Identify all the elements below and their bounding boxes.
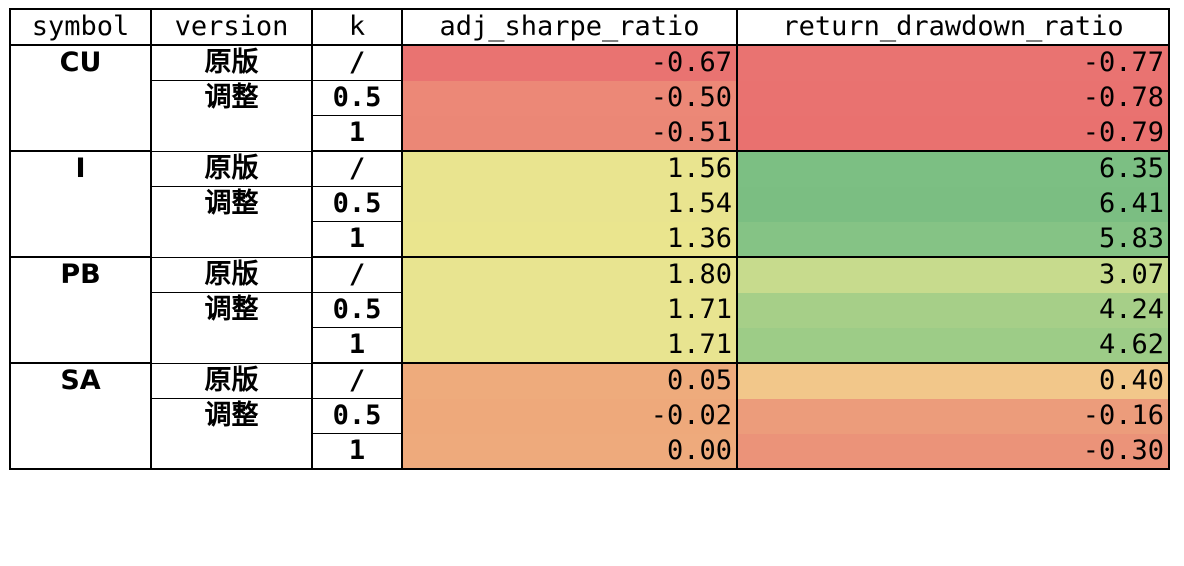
k-cell: / bbox=[311, 362, 403, 399]
version-cell: 原版 bbox=[150, 256, 313, 293]
k-cell: 0.5 bbox=[311, 292, 403, 328]
k-cell: 1 bbox=[311, 327, 403, 364]
header-row: symbol version k adj_sharpe_ratio return… bbox=[9, 8, 1170, 46]
k-cell: / bbox=[311, 256, 403, 293]
adj-sharpe-ratio-cell: -0.02 bbox=[401, 398, 738, 434]
return-drawdown-ratio-cell: 3.07 bbox=[736, 256, 1170, 293]
k-cell: 0.5 bbox=[311, 80, 403, 116]
version-cell bbox=[150, 221, 313, 257]
adj-sharpe-ratio-cell: 1.80 bbox=[401, 256, 738, 293]
return-drawdown-ratio-cell: 5.83 bbox=[736, 221, 1170, 257]
version-cell: 调整 bbox=[150, 80, 313, 116]
header-return-drawdown-ratio: return_drawdown_ratio bbox=[736, 8, 1170, 46]
symbol-cell: I bbox=[9, 150, 152, 187]
k-cell: / bbox=[311, 44, 403, 81]
table-row: 调整 0.5 -0.50 -0.78 bbox=[9, 80, 1170, 116]
adj-sharpe-ratio-cell: 1.71 bbox=[401, 292, 738, 328]
header-version: version bbox=[150, 8, 313, 46]
return-drawdown-ratio-cell: -0.30 bbox=[736, 433, 1170, 470]
table-body: CU 原版 / -0.67 -0.77 调整 0.5 -0.50 -0.78 1 -0.51 -0.7… bbox=[9, 44, 1170, 470]
table-row: CU 原版 / -0.67 -0.77 bbox=[9, 44, 1170, 81]
adj-sharpe-ratio-cell: -0.51 bbox=[401, 115, 738, 151]
table-row: I 原版/1.56 6.35 bbox=[9, 150, 1170, 187]
table-row: 1 1.71 4.62 bbox=[9, 327, 1170, 364]
table-row: 调整 0.5 1.54 6.41 bbox=[9, 186, 1170, 222]
header-k: k bbox=[311, 8, 403, 46]
version-cell: 调整 bbox=[150, 186, 313, 222]
adj-sharpe-ratio-cell: 1.56 bbox=[401, 150, 738, 187]
header-symbol: symbol bbox=[9, 8, 152, 46]
symbol-cell bbox=[9, 186, 152, 222]
symbol-cell bbox=[9, 433, 152, 470]
adj-sharpe-ratio-cell: 0.00 bbox=[401, 433, 738, 470]
return-drawdown-ratio-cell: 6.35 bbox=[736, 150, 1170, 187]
symbol-cell bbox=[9, 80, 152, 116]
version-cell: 原版 bbox=[150, 44, 313, 81]
adj-sharpe-ratio-cell: -0.67 bbox=[401, 44, 738, 81]
symbol-cell bbox=[9, 292, 152, 328]
k-cell: 0.5 bbox=[311, 398, 403, 434]
return-drawdown-ratio-cell: -0.78 bbox=[736, 80, 1170, 116]
return-drawdown-ratio-cell: -0.79 bbox=[736, 115, 1170, 151]
k-cell: 1 bbox=[311, 221, 403, 258]
k-cell: 1 bbox=[311, 433, 403, 470]
version-cell: 原版 bbox=[150, 362, 313, 399]
symbol-cell bbox=[9, 327, 152, 363]
table-row: PB 原版/1.80 3.07 bbox=[9, 256, 1170, 293]
adj-sharpe-ratio-cell: 1.54 bbox=[401, 186, 738, 222]
version-cell bbox=[150, 115, 313, 151]
symbol-cell: CU bbox=[9, 44, 152, 81]
version-cell bbox=[150, 327, 313, 363]
version-cell: 原版 bbox=[150, 150, 313, 187]
version-cell bbox=[150, 433, 313, 470]
metrics-table: symbol version k adj_sharpe_ratio return… bbox=[9, 8, 1170, 470]
k-cell: 1 bbox=[311, 115, 403, 152]
adj-sharpe-ratio-cell: 1.36 bbox=[401, 221, 738, 257]
version-cell: 调整 bbox=[150, 398, 313, 434]
symbol-cell bbox=[9, 115, 152, 151]
return-drawdown-ratio-cell: -0.16 bbox=[736, 398, 1170, 434]
return-drawdown-ratio-cell: 0.40 bbox=[736, 362, 1170, 399]
table-row: 调整 0.5 -0.02 -0.16 bbox=[9, 398, 1170, 434]
return-drawdown-ratio-cell: -0.77 bbox=[736, 44, 1170, 81]
version-cell: 调整 bbox=[150, 292, 313, 328]
symbol-cell bbox=[9, 221, 152, 257]
header-adj-sharpe-ratio: adj_sharpe_ratio bbox=[401, 8, 738, 46]
table-row: 1 1.36 5.83 bbox=[9, 221, 1170, 258]
table-row: 1 0.00 -0.30 bbox=[9, 433, 1170, 470]
k-cell: 0.5 bbox=[311, 186, 403, 222]
table-row: SA 原版/0.05 0.40 bbox=[9, 362, 1170, 399]
adj-sharpe-ratio-cell: 0.05 bbox=[401, 362, 738, 399]
return-drawdown-ratio-cell: 4.62 bbox=[736, 327, 1170, 363]
symbol-cell: PB bbox=[9, 256, 152, 293]
return-drawdown-ratio-cell: 4.24 bbox=[736, 292, 1170, 328]
table-row: 调整 0.5 1.71 4.24 bbox=[9, 292, 1170, 328]
k-cell: / bbox=[311, 150, 403, 187]
table-header: symbol version k adj_sharpe_ratio return… bbox=[9, 8, 1170, 46]
table-row: 1 -0.51 -0.79 bbox=[9, 115, 1170, 152]
adj-sharpe-ratio-cell: -0.50 bbox=[401, 80, 738, 116]
adj-sharpe-ratio-cell: 1.71 bbox=[401, 327, 738, 363]
symbol-cell bbox=[9, 398, 152, 434]
return-drawdown-ratio-cell: 6.41 bbox=[736, 186, 1170, 222]
symbol-cell: SA bbox=[9, 362, 152, 399]
